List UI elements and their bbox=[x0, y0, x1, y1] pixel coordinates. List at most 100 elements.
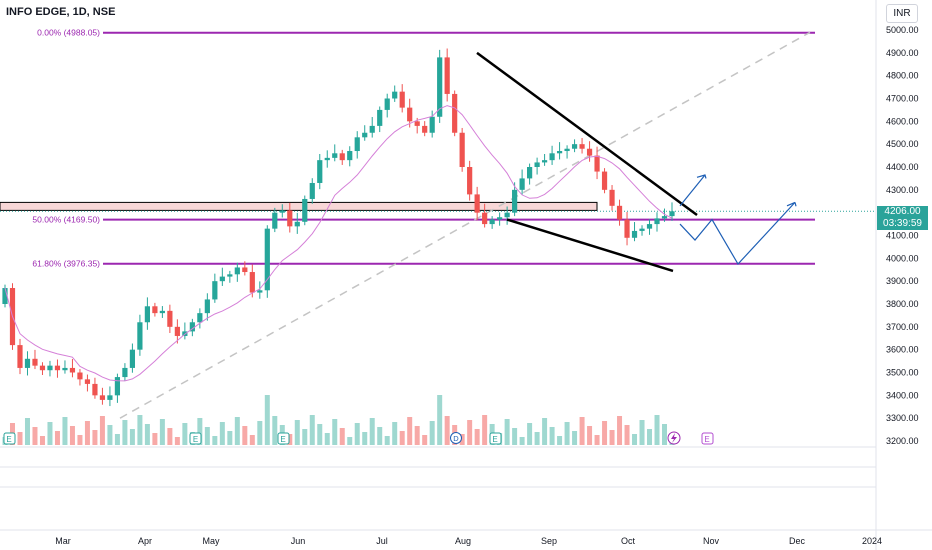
candle-body bbox=[616, 205, 623, 220]
candle-body bbox=[17, 345, 23, 368]
candle-body bbox=[571, 144, 578, 149]
volume-bar bbox=[62, 417, 68, 445]
candle-body bbox=[534, 162, 540, 167]
candle-body bbox=[317, 160, 323, 183]
volume-bar bbox=[474, 429, 480, 445]
candle-body bbox=[167, 310, 173, 327]
volume-bar bbox=[159, 419, 165, 445]
y-tick-label: 3700.00 bbox=[886, 322, 919, 332]
volume-bar bbox=[519, 437, 525, 445]
upper-trendline bbox=[476, 51, 698, 216]
candle-body bbox=[32, 358, 38, 366]
y-tick-label: 3200.00 bbox=[886, 436, 919, 446]
volume-bar bbox=[69, 426, 75, 445]
candle-body bbox=[129, 349, 136, 368]
x-tick-label: Dec bbox=[789, 536, 806, 546]
volume-bar bbox=[654, 415, 660, 445]
candle-body bbox=[339, 153, 345, 161]
volume-bar bbox=[362, 432, 368, 445]
y-tick-label: 3800.00 bbox=[886, 299, 919, 309]
y-tick-label: 3500.00 bbox=[886, 368, 919, 378]
volume-bar bbox=[602, 421, 608, 445]
candle-body bbox=[92, 383, 98, 396]
volume-bar bbox=[219, 422, 225, 445]
candle-body bbox=[392, 91, 398, 99]
candle-body bbox=[227, 274, 233, 277]
candle-body bbox=[414, 121, 420, 126]
volume-bar bbox=[167, 428, 173, 445]
volume-bar bbox=[92, 430, 98, 445]
currency-selector[interactable]: INR bbox=[886, 4, 918, 23]
x-tick-label: Jun bbox=[291, 536, 306, 546]
candle-body bbox=[197, 313, 203, 323]
y-tick-label: 4000.00 bbox=[886, 253, 919, 263]
candle-body bbox=[377, 109, 383, 126]
candle-body bbox=[264, 228, 270, 291]
candle-body bbox=[24, 358, 31, 368]
candle-body bbox=[2, 288, 8, 304]
volume-bar bbox=[377, 427, 383, 445]
candle-body bbox=[77, 372, 83, 380]
projection-path-up bbox=[679, 174, 706, 207]
candle-body bbox=[144, 306, 150, 323]
projection-arrowhead bbox=[794, 202, 797, 207]
candle-body bbox=[347, 151, 353, 161]
candle-body bbox=[654, 218, 660, 225]
x-tick-label: Jul bbox=[376, 536, 388, 546]
candle-body bbox=[99, 395, 106, 400]
volume-bar bbox=[272, 416, 278, 445]
candle-body bbox=[482, 212, 488, 225]
candle-body bbox=[601, 171, 608, 190]
volume-bar bbox=[354, 423, 360, 445]
candle-body bbox=[527, 167, 533, 179]
volume-bar bbox=[129, 429, 135, 445]
volume-bar bbox=[287, 434, 293, 445]
volume-bar bbox=[242, 426, 248, 445]
candle-body bbox=[332, 153, 338, 158]
volume-bar bbox=[99, 416, 105, 445]
fib-level-label: 50.00% (4169.50) bbox=[32, 215, 100, 225]
volume-bar bbox=[482, 415, 488, 445]
candle-body bbox=[369, 125, 375, 133]
volume-bar bbox=[114, 434, 120, 445]
earnings-marker bbox=[189, 432, 202, 445]
y-tick-label: 3600.00 bbox=[886, 345, 919, 355]
volume-bar bbox=[384, 436, 390, 445]
resistance-zone bbox=[0, 201, 598, 211]
volume-bar bbox=[302, 429, 308, 445]
candle-body bbox=[512, 189, 518, 213]
volume-bar bbox=[17, 432, 23, 445]
candle-body bbox=[504, 212, 510, 218]
candle-body bbox=[459, 132, 465, 167]
volume-bar bbox=[332, 419, 338, 445]
volume-bar bbox=[399, 431, 405, 445]
lower-trendline bbox=[506, 218, 674, 273]
chart-title: INFO EDGE, 1D, NSE bbox=[6, 6, 116, 18]
y-tick-label: 3900.00 bbox=[886, 276, 919, 286]
candle-body bbox=[586, 148, 593, 156]
volume-bar bbox=[107, 425, 113, 445]
volume-bar bbox=[639, 420, 645, 445]
volume-bar bbox=[512, 428, 518, 445]
y-tick-label: 4300.00 bbox=[886, 185, 919, 195]
candle-body bbox=[212, 281, 218, 300]
volume-bar bbox=[339, 428, 345, 445]
volume-bar bbox=[182, 423, 188, 445]
volume-bar bbox=[144, 424, 150, 445]
x-tick-label: Nov bbox=[703, 536, 720, 546]
volume-bar bbox=[429, 421, 435, 445]
candle-body bbox=[564, 148, 570, 152]
candle-body bbox=[257, 290, 263, 293]
volume-bar bbox=[594, 435, 600, 445]
volume-bar bbox=[579, 417, 585, 445]
candle-body bbox=[54, 365, 61, 371]
candle-body bbox=[324, 157, 330, 161]
candle-body bbox=[549, 153, 555, 161]
volume-bar bbox=[264, 395, 270, 445]
candle-body bbox=[661, 216, 668, 219]
countdown-badge: 03:39:59 bbox=[877, 218, 928, 230]
candle-body bbox=[474, 194, 480, 213]
candle-body bbox=[444, 57, 450, 94]
volume-bar bbox=[392, 422, 398, 445]
